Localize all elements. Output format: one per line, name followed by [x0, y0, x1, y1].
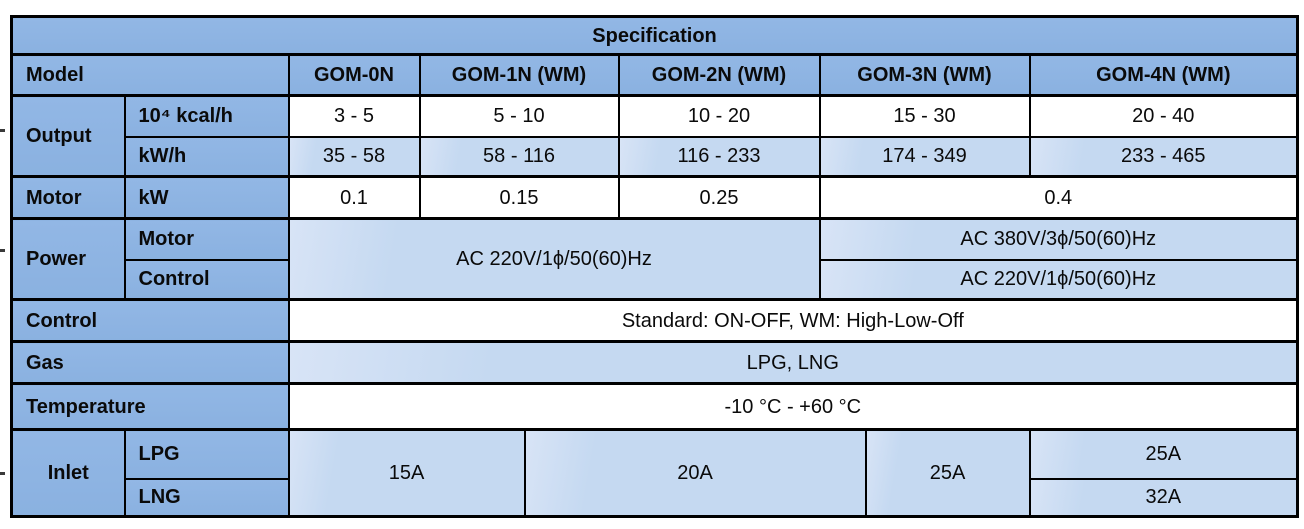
- power-value-control-right: AC 220V/1ϕ/50(60)Hz: [818, 258, 1299, 301]
- motor-label: Motor: [10, 175, 126, 220]
- motor-value: 0.4: [818, 175, 1299, 220]
- inlet-value-20a: 20A: [523, 428, 867, 518]
- motor-value: 0.15: [418, 175, 620, 220]
- inlet-value-lng-last: 32A: [1028, 477, 1299, 518]
- table-title: Specification: [10, 15, 1299, 56]
- motor-value: 0.1: [287, 175, 421, 220]
- output-kcal-value: 5 - 10: [418, 94, 620, 138]
- control-value: Standard: ON-OFF, WM: High-Low-Off: [287, 298, 1299, 343]
- model-name-gom-0n: GOM-0N: [287, 53, 421, 97]
- inlet-value-15a: 15A: [287, 428, 526, 518]
- margin-artifact-tick: [0, 249, 5, 252]
- inlet-sub-lng: LNG: [123, 477, 290, 518]
- model-name-gom-3n: GOM-3N (WM): [818, 53, 1031, 97]
- output-unit-kcal: 10⁴ kcal/h: [123, 94, 290, 138]
- output-kw-value: 58 - 116: [418, 135, 620, 178]
- output-kw-value: 35 - 58: [287, 135, 421, 178]
- output-unit-kw: kW/h: [123, 135, 290, 178]
- power-value-left: AC 220V/1ϕ/50(60)Hz: [287, 217, 821, 301]
- power-label: Power: [10, 217, 126, 301]
- model-name-gom-1n: GOM-1N (WM): [418, 53, 620, 97]
- output-kw-value: 174 - 349: [818, 135, 1031, 178]
- inlet-label: Inlet: [10, 428, 126, 518]
- motor-unit: kW: [123, 175, 290, 220]
- power-sub-control: Control: [123, 258, 290, 301]
- output-kw-value: 116 - 233: [617, 135, 821, 178]
- margin-artifact-tick: [0, 472, 5, 475]
- temperature-label: Temperature: [10, 382, 290, 431]
- power-value-motor-right: AC 380V/3ϕ/50(60)Hz: [818, 217, 1299, 261]
- motor-value: 0.25: [617, 175, 821, 220]
- specification-table: Specification Model GOM-0N GOM-1N (WM) G…: [10, 15, 1300, 518]
- inlet-value-lpg-last: 25A: [1028, 428, 1299, 480]
- margin-artifact-tick: [0, 129, 5, 132]
- gas-label: Gas: [10, 340, 290, 385]
- output-kw-value: 233 - 465: [1028, 135, 1299, 178]
- output-kcal-value: 10 - 20: [617, 94, 821, 138]
- inlet-sub-lpg: LPG: [123, 428, 290, 480]
- model-name-gom-2n: GOM-2N (WM): [617, 53, 821, 97]
- temperature-value: -10 °C - +60 °C: [287, 382, 1299, 431]
- model-name-gom-4n: GOM-4N (WM): [1028, 53, 1299, 97]
- output-kcal-value: 20 - 40: [1028, 94, 1299, 138]
- model-label: Model: [10, 53, 290, 97]
- inlet-value-25a: 25A: [864, 428, 1031, 518]
- control-label: Control: [10, 298, 290, 343]
- gas-value: LPG, LNG: [287, 340, 1299, 385]
- output-kcal-value: 3 - 5: [287, 94, 421, 138]
- output-kcal-value: 15 - 30: [818, 94, 1031, 138]
- output-label: Output: [10, 94, 126, 178]
- power-sub-motor: Motor: [123, 217, 290, 261]
